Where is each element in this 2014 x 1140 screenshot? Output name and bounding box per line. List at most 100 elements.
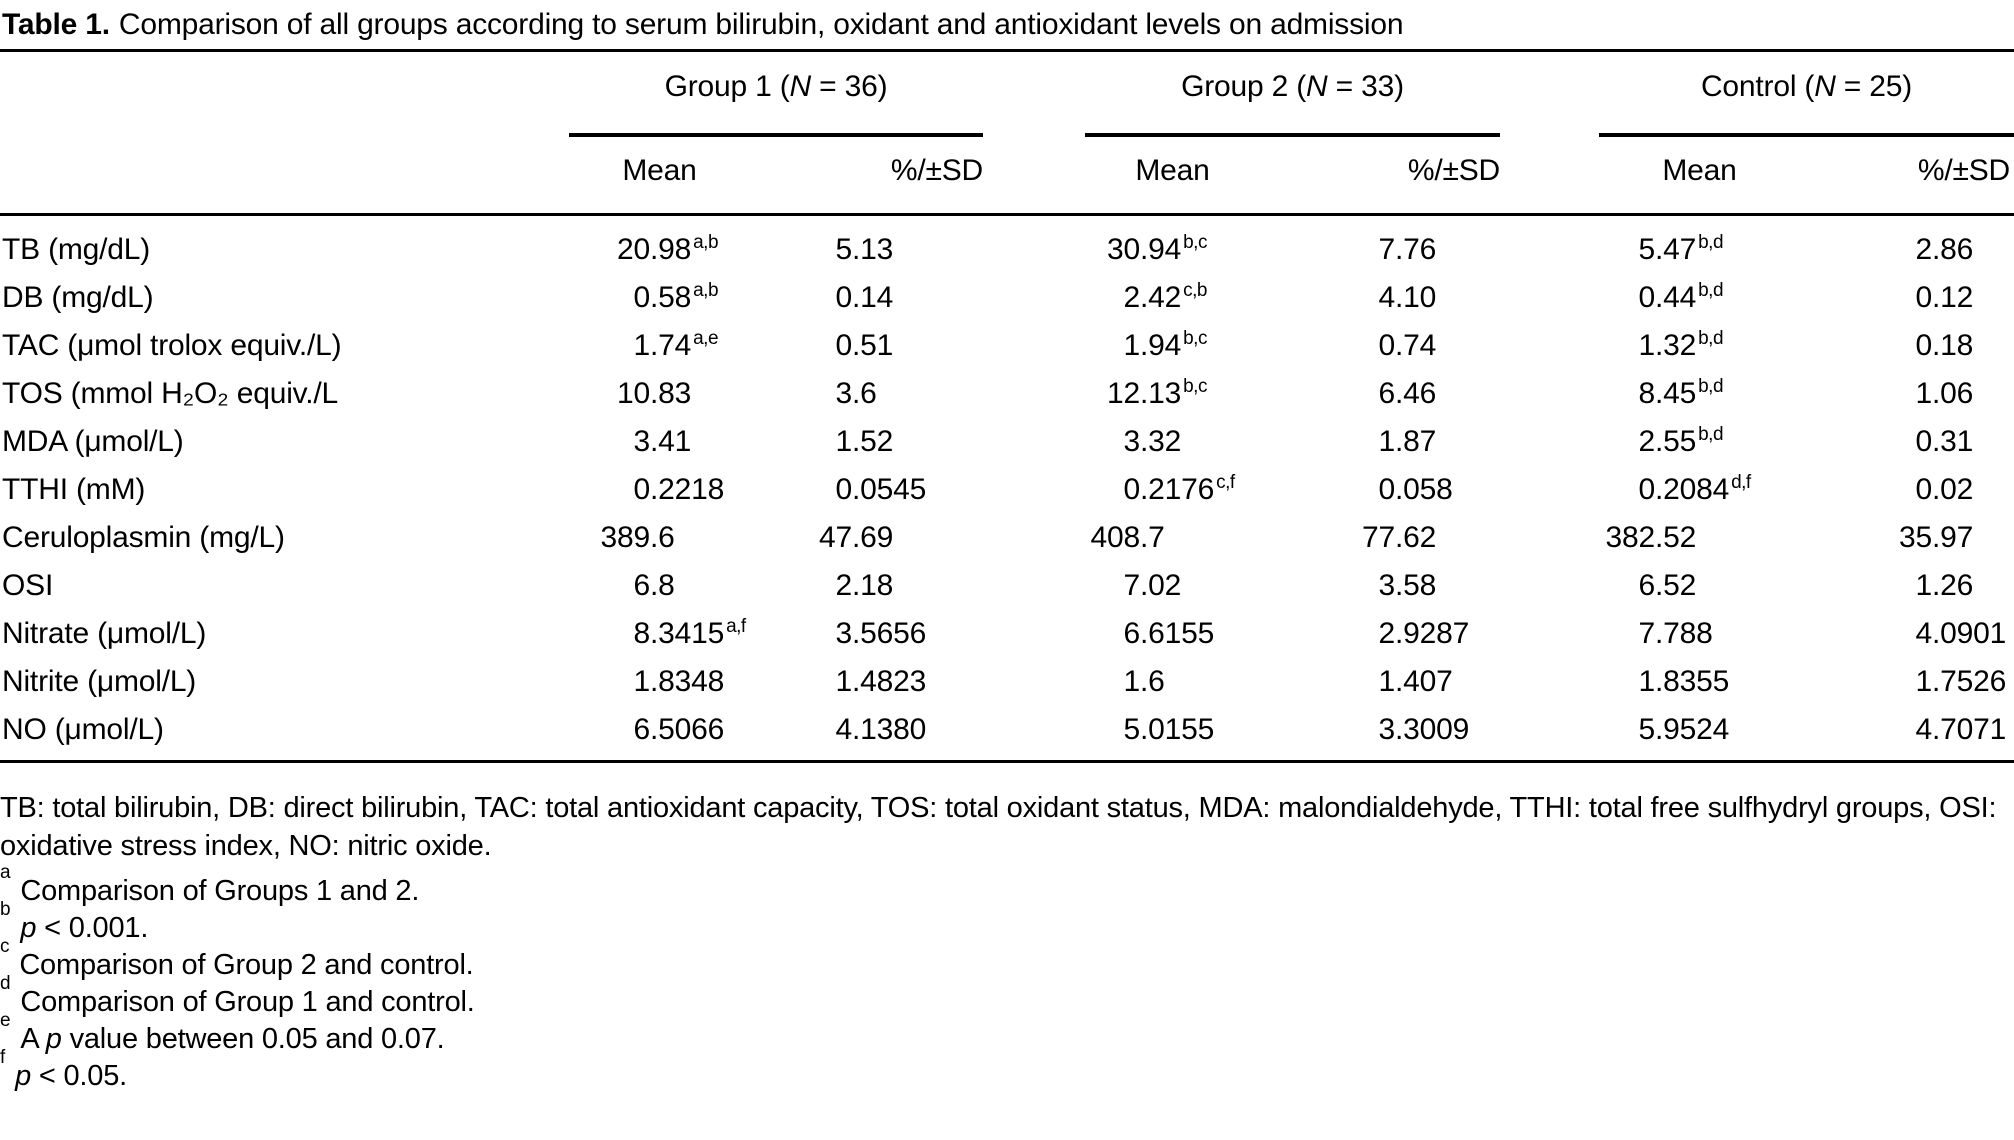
table-row: NO (μmol/L) 6.5066 4.1380 5.0155 3.3009 5.952… (0, 706, 2014, 754)
mean-value: 3.32 (1123, 425, 1182, 458)
footnote-item: f p < 0.05. (0, 1048, 2014, 1095)
table-body: TB (mg/dL) 20.98 a,b 5.13 30.94 b,c 7.76 5.47 b,… (0, 216, 2014, 763)
row-label: OSI (2, 569, 54, 602)
sd-value: 2.86 (1915, 233, 1974, 266)
mean-value: 8.45 b,d (1638, 376, 1724, 410)
table-row: TB (mg/dL) 20.98 a,b 5.13 30.94 b,c 7.76 5.47 b,… (0, 226, 2014, 274)
table-row: Nitrate (μmol/L) 8.3415 a,f 3.5656 6.6155 2.9… (0, 610, 2014, 658)
row-label: TB (mg/dL) (2, 233, 151, 266)
footnote-item: b p < 0.001. (0, 900, 2014, 947)
abbreviations-note: TB: total bilirubin, DB: direct bilirubi… (0, 792, 1997, 862)
mean-value: 1.94 b,c (1123, 328, 1208, 362)
table-row: TTHI (mM) 0.2218 0.0545 0.2176 c,f 0.058 0.208… (0, 466, 2014, 514)
mean-value: 2.55 b,d (1638, 424, 1724, 458)
sd-value: 0.14 (835, 281, 894, 314)
sd-value: 0.058 (1378, 473, 1453, 506)
sd-value: 0.02 (1915, 473, 1974, 506)
row-label: TAC (μmol trolox equiv./L) (2, 329, 342, 362)
sd-value: 5.13 (835, 233, 894, 266)
table-row: MDA (μmol/L) 3.41 1.52 3.32 1.87 2.55 b,d 0.31 (0, 418, 2014, 466)
row-label: Ceruloplasmin (mg/L) (2, 521, 285, 554)
mean-value: 2.42 c,b (1123, 280, 1208, 314)
mean-value: 20.98 a,b (617, 232, 719, 266)
mean-value: 3.41 (633, 425, 692, 458)
row-label: TTHI (mM) (2, 473, 146, 506)
mean-value: 30.94 b,c (1107, 232, 1207, 266)
mean-value: 1.74 a,e (633, 328, 719, 362)
footnote-marker: b (0, 899, 11, 921)
mean-value: 8.3415 a,f (633, 616, 747, 650)
table-row: Ceruloplasmin (mg/L) 389.6 47.69 408.7 77.62… (0, 514, 2014, 562)
footnote-text: Comparison of Group 1 and control. (20, 986, 475, 1018)
sd-value: 4.10 (1378, 281, 1437, 314)
mean-value: 0.58 a,b (633, 280, 719, 314)
table-row: TAC (μmol trolox equiv./L) 1.74 a,e 0.51 1.9… (0, 322, 2014, 370)
sd-value: 3.3009 (1378, 713, 1470, 746)
footnote-item: c Comparison of Group 2 and control. (0, 937, 2014, 984)
group2-mean-header: Mean (1135, 154, 1210, 187)
mean-value: 6.6155 (1123, 617, 1215, 650)
control-mean-header: Mean (1662, 154, 1737, 187)
control-sd-header: %/±SD (1917, 154, 2010, 187)
footnote-text: p < 0.05. (15, 1060, 127, 1092)
sd-value: 1.06 (1915, 377, 1974, 410)
table-number: Table 1. (2, 8, 110, 41)
subheader-row: Mean %/±SD Mean %/±SD Mean %/±SD (0, 137, 2014, 216)
mean-value: 6.52 (1638, 569, 1697, 602)
mean-value: 10.83 (617, 377, 692, 410)
table-row: OSI 6.8 2.18 7.02 3.58 6.52 1.26 (0, 562, 2014, 610)
sd-value: 1.26 (1915, 569, 1974, 602)
row-label: MDA (μmol/L) (2, 425, 184, 458)
sd-value: 47.69 (819, 521, 894, 554)
sd-value: 1.7526 (1915, 665, 2007, 698)
row-label: Nitrite (μmol/L) (2, 665, 197, 698)
row-label: NO (μmol/L) (2, 713, 164, 746)
sd-value: 77.62 (1362, 521, 1437, 554)
mean-value: 5.0155 (1123, 713, 1215, 746)
sd-value: 3.6 (835, 377, 877, 410)
group2-sd-header: %/±SD (1407, 154, 1500, 187)
table-title: Table 1. Comparison of all groups accordi… (0, 0, 2014, 52)
row-label: DB (mg/dL) (2, 281, 154, 314)
sd-value: 0.31 (1915, 425, 1974, 458)
group2-header: Group 2 (N = 33) (1085, 52, 1500, 137)
mean-value: 7.788 (1638, 617, 1713, 650)
footnote-text: Comparison of Group 2 and control. (19, 949, 474, 981)
sd-value: 0.74 (1378, 329, 1437, 362)
mean-value: 0.44 b,d (1638, 280, 1724, 314)
mean-value: 5.47 b,d (1638, 232, 1724, 266)
sd-value: 0.51 (835, 329, 894, 362)
sd-value: 2.9287 (1378, 617, 1470, 650)
footnote-marker: c (0, 936, 10, 958)
table-row: TOS (mmol H₂O₂ equiv./L 10.83 3.6 12.13 b,c 6… (0, 370, 2014, 418)
mean-value: 0.2084 d,f (1638, 472, 1752, 506)
mean-value: 1.6 (1123, 665, 1165, 698)
group1-header: Group 1 (N = 36) (569, 52, 983, 137)
table-row: Nitrite (μmol/L) 1.8348 1.4823 1.6 1.407 1.83… (0, 658, 2014, 706)
sd-value: 1.52 (835, 425, 894, 458)
subheader-spacer (0, 137, 569, 213)
control-header: Control (N = 25) (1599, 52, 2014, 137)
sd-value: 4.1380 (835, 713, 927, 746)
sd-value: 3.58 (1378, 569, 1437, 602)
mean-value: 1.8348 (633, 665, 725, 698)
mean-value: 6.5066 (633, 713, 725, 746)
sd-value: 1.4823 (835, 665, 927, 698)
sd-value: 0.18 (1915, 329, 1974, 362)
sd-value: 4.0901 (1915, 617, 2007, 650)
sd-value: 4.7071 (1915, 713, 2007, 746)
mean-value: 408.7 (1090, 521, 1165, 554)
header-spacer (0, 52, 569, 137)
group1-sd-header: %/±SD (890, 154, 983, 187)
table-row: DB (mg/dL) 0.58 a,b 0.14 2.42 c,b 4.10 0.44 b,d 0… (0, 274, 2014, 322)
footnote-item: e A p value between 0.05 and 0.07. (0, 1011, 2014, 1058)
footnote-list: a Comparison of Groups 1 and 2. b p < 0.001… (0, 863, 2014, 1095)
sd-value: 35.97 (1899, 521, 1974, 554)
sd-value: 3.5656 (835, 617, 927, 650)
footnote-marker: d (0, 973, 11, 995)
mean-value: 382.52 (1605, 521, 1697, 554)
footnote-marker: a (0, 862, 11, 884)
sd-value: 7.76 (1378, 233, 1437, 266)
mean-value: 389.6 (600, 521, 675, 554)
footnote-text: A p value between 0.05 and 0.07. (20, 1023, 445, 1055)
